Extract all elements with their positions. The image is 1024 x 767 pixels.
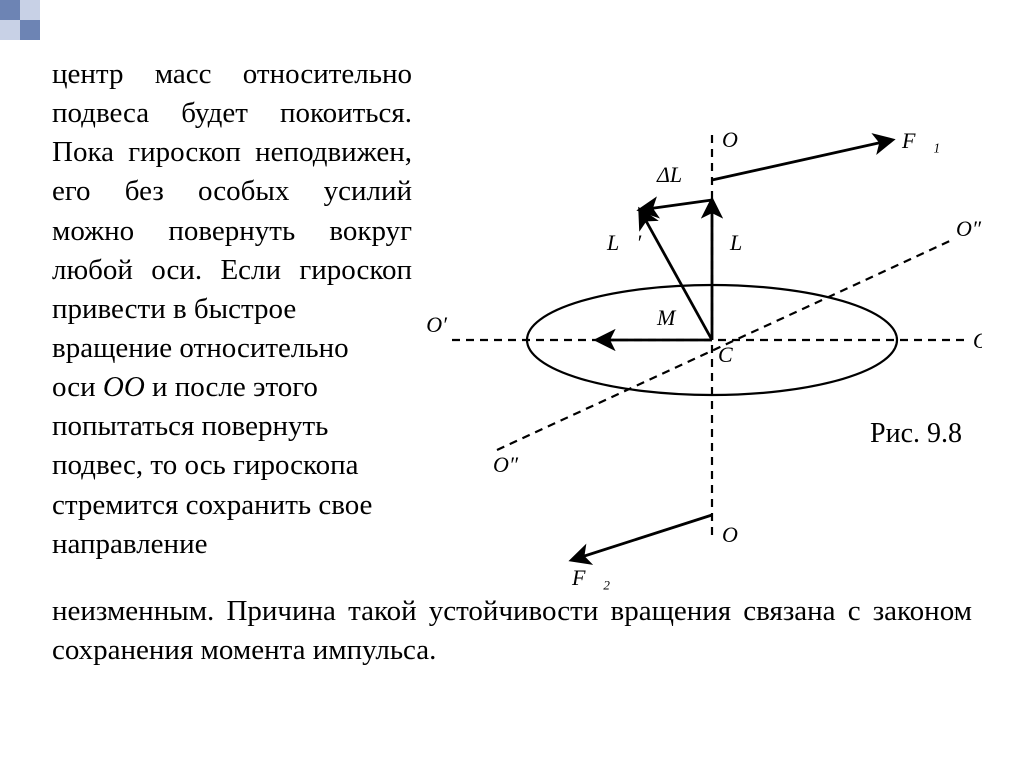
svg-text:O″: O″ xyxy=(493,452,519,477)
paragraph-1c: оси ОО и после этого xyxy=(52,368,412,407)
figure-caption: Рис. 9.8 xyxy=(870,415,962,453)
svg-text:M⃗: M⃗ xyxy=(656,305,692,330)
p1c-italic: ОО xyxy=(103,371,145,403)
svg-text:C: C xyxy=(718,342,733,367)
svg-text:L⃗: L⃗ xyxy=(729,230,759,255)
svg-text:ΔL⃗: ΔL⃗ xyxy=(656,162,699,187)
p1c-pre: оси xyxy=(52,371,103,403)
svg-text:O: O xyxy=(722,127,738,152)
svg-text:O′: O′ xyxy=(426,312,448,337)
paragraph-2: неизменным. Причина такой устойчивости в… xyxy=(52,592,972,670)
svg-text:O: O xyxy=(722,522,738,547)
body-text-left: центр масс относительно подвеса будет по… xyxy=(52,55,412,564)
svg-text:F⃗₂: F⃗₂ xyxy=(571,565,611,590)
slide-content: центр масс относительно подвеса будет по… xyxy=(52,55,972,670)
svg-text:L⃗′: L⃗′ xyxy=(606,230,642,255)
deco-square xyxy=(20,0,40,20)
slide-corner-decoration xyxy=(0,0,60,38)
deco-square xyxy=(0,0,20,20)
deco-square xyxy=(0,20,20,40)
gyroscope-diagram-svg: O O O′ O′ O″ O″ C M⃗ L⃗ L⃗′ ΔL⃗ F⃗₁ F⃗₂ xyxy=(422,120,982,590)
svg-text:O′: O′ xyxy=(973,328,982,353)
svg-text:F⃗₁: F⃗₁ xyxy=(901,128,940,153)
deco-square xyxy=(20,20,40,40)
gyroscope-figure: O O O′ O′ O″ O″ C M⃗ L⃗ L⃗′ ΔL⃗ F⃗₁ F⃗₂ Рис. 9.8 xyxy=(422,120,982,590)
paragraph-1d: попытаться повернуть подвес, то ось гиро… xyxy=(52,407,412,564)
svg-text:O″: O″ xyxy=(956,216,982,241)
paragraph-1b: вращение относительно xyxy=(52,329,412,368)
p1c-post: и после этого xyxy=(145,371,318,403)
paragraph-1a: центр масс относительно подвеса будет по… xyxy=(52,55,412,329)
